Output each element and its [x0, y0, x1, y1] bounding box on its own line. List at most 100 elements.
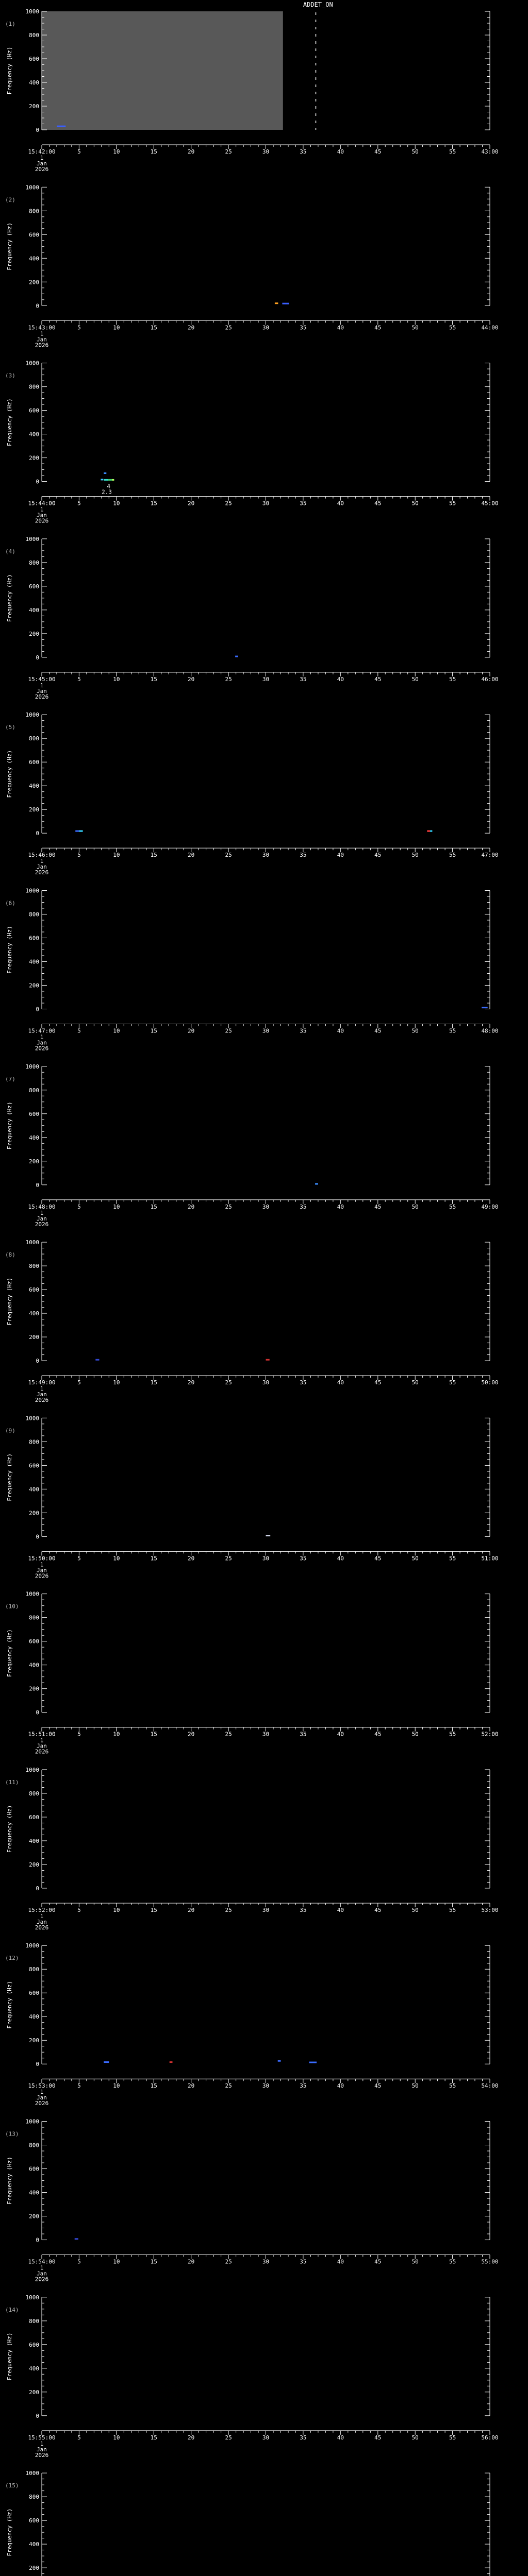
- time-tick-label: 30: [262, 676, 269, 683]
- time-tick-label: 35: [300, 324, 306, 331]
- time-tick-label: 10: [113, 1204, 120, 1210]
- start-time-label: 15:50:00: [28, 1555, 56, 1562]
- time-tick-label: 5: [77, 676, 81, 683]
- time-tick-label: 45: [374, 148, 381, 155]
- freq-tick-label: 600: [29, 1814, 39, 1821]
- freq-tick-label: 0: [36, 654, 39, 661]
- freq-tick-label: 0: [36, 1709, 39, 1716]
- end-time-label: 55:00: [481, 2259, 498, 2265]
- time-tick-label: 10: [113, 1731, 120, 1738]
- freq-tick-label: 0: [36, 830, 39, 837]
- time-axis: [41, 2078, 490, 2083]
- time-tick-label: 15: [151, 500, 157, 507]
- date-label: 2026: [35, 342, 49, 348]
- freq-tick-label: 200: [29, 103, 39, 110]
- right-freq-axis: [485, 1769, 490, 1889]
- spectrogram-panel-3: 0 200 400 600 800 1000 Frequency (Hz) (3) 15:44:…: [5, 360, 499, 524]
- time-tick-label: 20: [188, 2259, 194, 2265]
- panel-number-label: (6): [5, 900, 15, 906]
- freq-tick-label: 800: [29, 560, 39, 566]
- time-tick-label: 15: [151, 1204, 157, 1210]
- left-freq-axis: [41, 1066, 47, 1185]
- time-tick-label: 30: [262, 852, 269, 858]
- event-marker: [430, 830, 433, 832]
- time-tick-label: 55: [449, 148, 456, 155]
- date-label: 1: [40, 1737, 44, 1744]
- time-tick-label: 45: [374, 324, 381, 331]
- freq-tick-label: 400: [29, 1662, 39, 1669]
- event-value-label: 2.3: [102, 489, 112, 496]
- right-freq-axis: [485, 187, 490, 306]
- date-label: 1: [40, 1913, 44, 1920]
- left-freq-axis: [41, 1594, 47, 1713]
- freq-tick-label: 1000: [26, 711, 40, 718]
- panel-number-label: (7): [5, 1076, 15, 1082]
- freq-tick-label: 600: [29, 1990, 39, 1996]
- freq-tick-label: 600: [29, 759, 39, 766]
- freq-tick-label: 1000: [26, 2470, 40, 2477]
- frequency-axis-title: Frequency (Hz): [6, 750, 13, 798]
- end-time-label: 45:00: [481, 500, 498, 507]
- left-freq-axis: [41, 1769, 47, 1889]
- time-tick-label: 40: [337, 1731, 344, 1738]
- panel-number-label: (4): [5, 548, 15, 555]
- panel-number-label: (9): [5, 1427, 15, 1434]
- time-tick-label: 20: [188, 852, 194, 858]
- date-label: 2026: [35, 693, 49, 700]
- frequency-axis-title: Frequency (Hz): [6, 1981, 13, 2029]
- time-tick-label: 5: [77, 1555, 81, 1562]
- time-tick-label: 10: [113, 1907, 120, 1913]
- time-tick-label: 5: [77, 2434, 81, 2441]
- start-time-label: 15:42:00: [28, 148, 56, 155]
- date-label: 1: [40, 1561, 44, 1568]
- event-marker: [169, 2061, 173, 2063]
- date-label: 1: [40, 506, 44, 513]
- time-tick-label: 10: [113, 2434, 120, 2441]
- freq-tick-label: 600: [29, 2342, 39, 2348]
- end-time-label: 56:00: [481, 2434, 498, 2441]
- time-tick-label: 15: [151, 2082, 157, 2089]
- time-tick-label: 5: [77, 2082, 81, 2089]
- time-tick-label: 20: [188, 324, 194, 331]
- time-tick-label: 35: [300, 1027, 306, 1034]
- date-label: 1: [40, 2265, 44, 2272]
- left-freq-axis: [41, 2121, 47, 2241]
- freq-tick-label: 800: [29, 2318, 39, 2325]
- freq-tick-label: 800: [29, 1790, 39, 1797]
- right-freq-axis: [485, 1066, 490, 1185]
- time-tick-label: 50: [412, 148, 419, 155]
- freq-tick-label: 1000: [26, 8, 40, 15]
- right-freq-axis: [485, 11, 490, 130]
- freq-tick-label: 600: [29, 231, 39, 238]
- freq-tick-label: 600: [29, 1462, 39, 1469]
- freq-tick-label: 200: [29, 1334, 39, 1341]
- date-label: Jan: [37, 336, 47, 343]
- time-tick-label: 25: [225, 500, 232, 507]
- time-tick-label: 40: [337, 1027, 344, 1034]
- right-freq-axis: [485, 2472, 490, 2576]
- time-tick-label: 10: [113, 2082, 120, 2089]
- time-tick-label: 10: [113, 1027, 120, 1034]
- time-tick-label: 30: [262, 1379, 269, 1386]
- freq-tick-label: 200: [29, 2565, 39, 2571]
- date-label: Jan: [37, 1919, 47, 1925]
- freq-tick-label: 800: [29, 2494, 39, 2500]
- time-tick-label: 5: [77, 1907, 81, 1913]
- date-label: Jan: [37, 2094, 47, 2101]
- right-freq-axis: [485, 2121, 490, 2241]
- freq-tick-label: 400: [29, 431, 39, 438]
- event-marker: [108, 479, 112, 481]
- freq-tick-label: 1000: [26, 184, 40, 191]
- freq-tick-label: 0: [36, 127, 39, 133]
- time-tick-label: 20: [188, 1204, 194, 1210]
- time-tick-label: 20: [188, 676, 194, 683]
- start-time-label: 15:46:00: [28, 852, 56, 858]
- event-marker: [274, 302, 278, 304]
- time-tick-label: 40: [337, 2082, 344, 2089]
- time-tick-label: 35: [300, 1731, 306, 1738]
- date-label: 2026: [35, 1924, 49, 1931]
- time-tick-label: 30: [262, 1027, 269, 1034]
- time-tick-label: 5: [77, 500, 81, 507]
- freq-tick-label: 200: [29, 279, 39, 285]
- time-tick-label: 25: [225, 2082, 232, 2089]
